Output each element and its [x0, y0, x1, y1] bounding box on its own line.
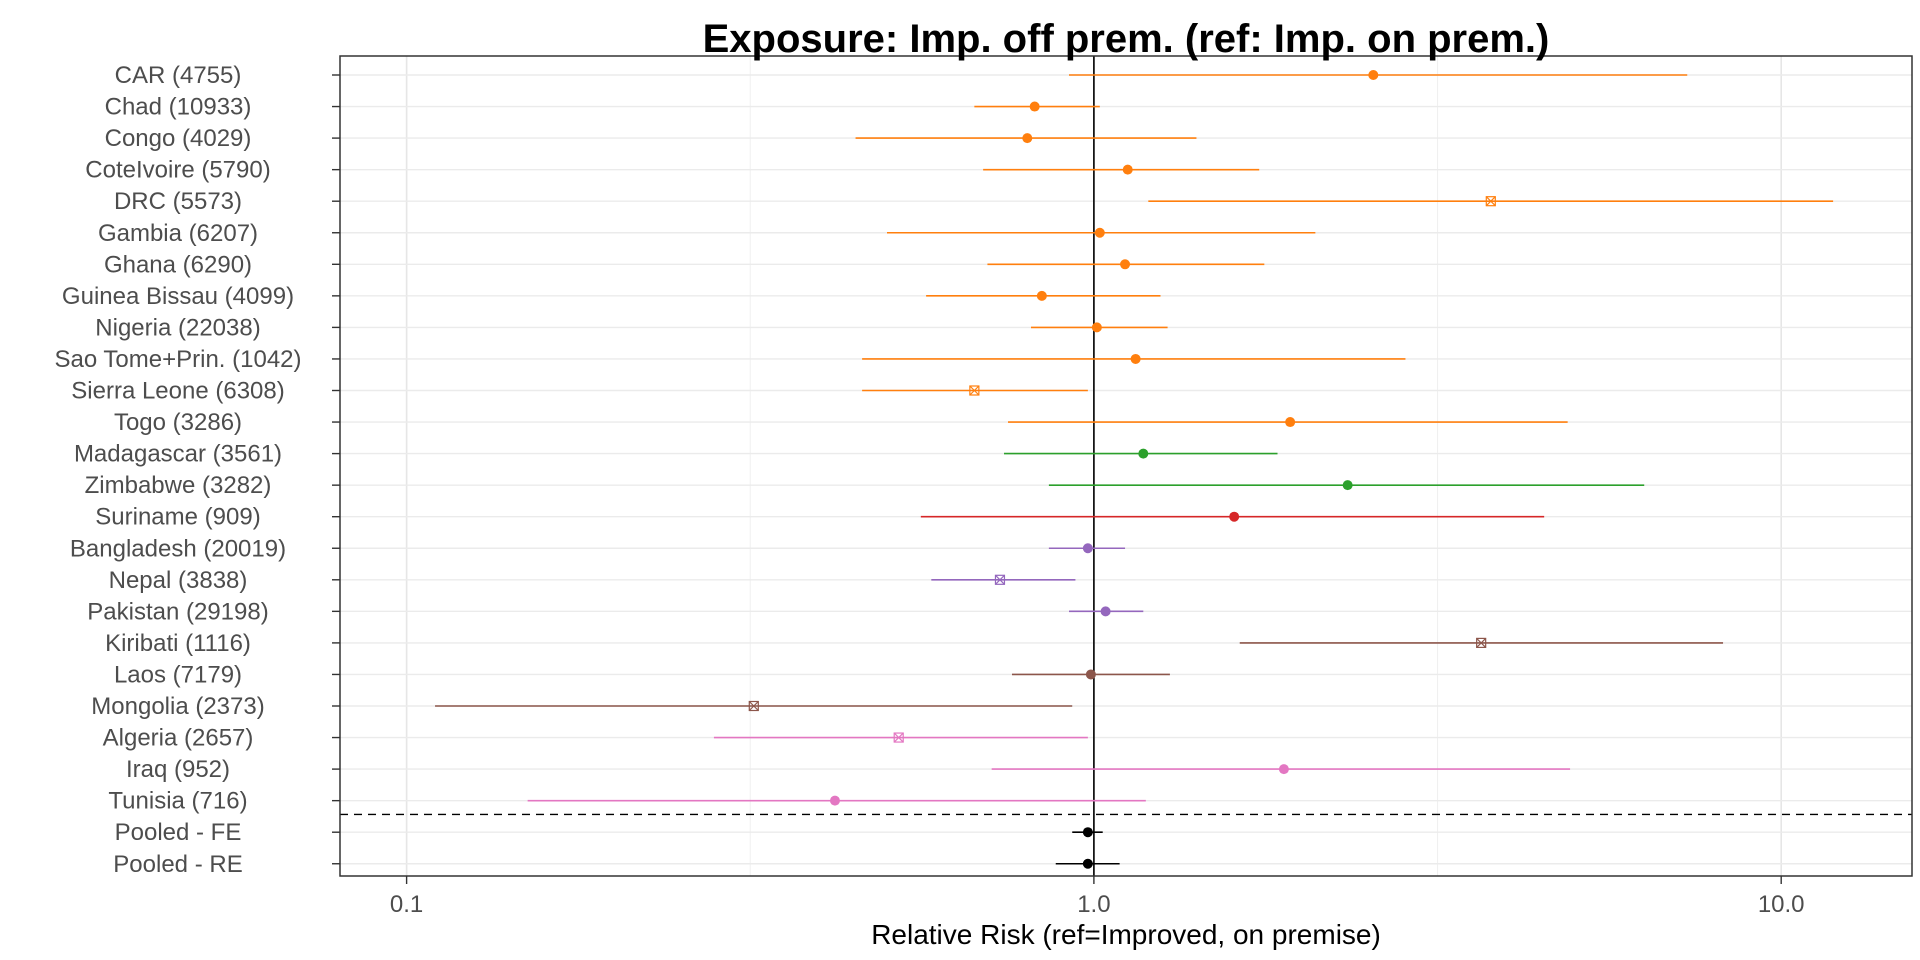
- row-label: Sierra Leone (6308): [71, 378, 284, 405]
- row-label: Suriname (909): [95, 504, 260, 531]
- point-marker: [1082, 858, 1093, 869]
- marker-square: [994, 574, 1006, 585]
- point-marker: [1100, 606, 1111, 617]
- point-marker-crossed: [1485, 196, 1496, 207]
- row-label: Guinea Bissau (4099): [62, 283, 294, 310]
- row-label: Sao Tome+Prin. (1042): [54, 346, 301, 373]
- marker-square: [1476, 637, 1487, 649]
- row-label: Bangladesh (20019): [70, 535, 286, 562]
- x-tick-label: 10.0: [1758, 891, 1805, 918]
- point-marker: [1082, 543, 1093, 554]
- point-marker: [1022, 133, 1033, 144]
- row-label: Algeria (2657): [103, 725, 254, 752]
- point-marker: [1285, 417, 1296, 428]
- row-label: DRC (5573): [114, 188, 242, 215]
- marker-square: [748, 700, 759, 712]
- row-label: CoteIvoire (5790): [85, 157, 270, 184]
- marker-square: [1485, 196, 1496, 207]
- x-tick-label: 1.0: [1077, 891, 1110, 918]
- marker-cross: [748, 701, 759, 711]
- row-label: Nepal (3838): [109, 567, 248, 594]
- point-marker: [1094, 227, 1105, 238]
- row-label: Laos (7179): [114, 661, 242, 688]
- point-marker: [1029, 101, 1040, 112]
- point-marker: [1229, 511, 1240, 522]
- point-marker-crossed: [748, 700, 759, 712]
- row-label: Pakistan (29198): [87, 598, 268, 625]
- row-label: Congo (4029): [105, 125, 252, 152]
- marker-cross: [893, 732, 904, 743]
- row-label: Pooled - FE: [115, 819, 242, 846]
- row-label: Madagascar (3561): [74, 441, 282, 468]
- row-label: Togo (3286): [114, 409, 242, 436]
- point-marker: [1122, 164, 1133, 175]
- row-label: Pooled - RE: [113, 851, 242, 878]
- point-marker: [1085, 669, 1096, 680]
- point-marker: [1036, 290, 1047, 301]
- row-label: CAR (4755): [115, 62, 242, 89]
- panel-border: [339, 55, 1913, 877]
- x-axis-ticks: 0.1 1.0 10.0: [390, 876, 1805, 918]
- point-marker-crossed: [1476, 637, 1487, 649]
- marker-cross: [995, 574, 1005, 585]
- row-label: Kiribati (1116): [105, 630, 251, 657]
- point-marker: [1278, 764, 1289, 775]
- point-marker: [1130, 353, 1141, 364]
- point-estimates: [748, 70, 1496, 869]
- row-label: Gambia (6207): [98, 220, 258, 247]
- point-marker: [1368, 70, 1379, 80]
- marker-cross: [1485, 196, 1496, 207]
- point-marker: [1138, 448, 1149, 459]
- point-marker: [1091, 322, 1102, 333]
- row-label: Iraq (952): [126, 756, 230, 783]
- point-marker-crossed: [969, 385, 980, 396]
- marker-cross: [1476, 637, 1487, 648]
- row-label: Mongolia (2373): [91, 693, 264, 720]
- point-marker: [1342, 480, 1353, 491]
- x-axis-label: Relative Risk (ref=Improved, on premise): [871, 919, 1381, 950]
- point-marker: [1120, 259, 1131, 270]
- row-label: Zimbabwe (3282): [85, 472, 272, 499]
- row-label: Tunisia (716): [108, 788, 247, 815]
- row-labels: CAR (4755) Chad (10933) Congo (4029) CoteIv…: [54, 62, 340, 878]
- point-marker-crossed: [893, 732, 904, 743]
- row-label: Nigeria (22038): [95, 314, 260, 341]
- chart-title: Exposure: Imp. off prem. (ref: Imp. on p…: [703, 17, 1550, 61]
- row-label: Chad (10933): [105, 94, 252, 121]
- point-marker: [1082, 827, 1093, 838]
- x-tick-label: 0.1: [390, 891, 423, 918]
- marker-square: [969, 385, 980, 396]
- point-marker-crossed: [994, 574, 1006, 585]
- reference-line-group: [340, 56, 1912, 876]
- marker-cross: [969, 385, 980, 396]
- marker-square: [893, 732, 904, 743]
- point-marker: [829, 795, 840, 806]
- row-label: Ghana (6290): [104, 251, 252, 278]
